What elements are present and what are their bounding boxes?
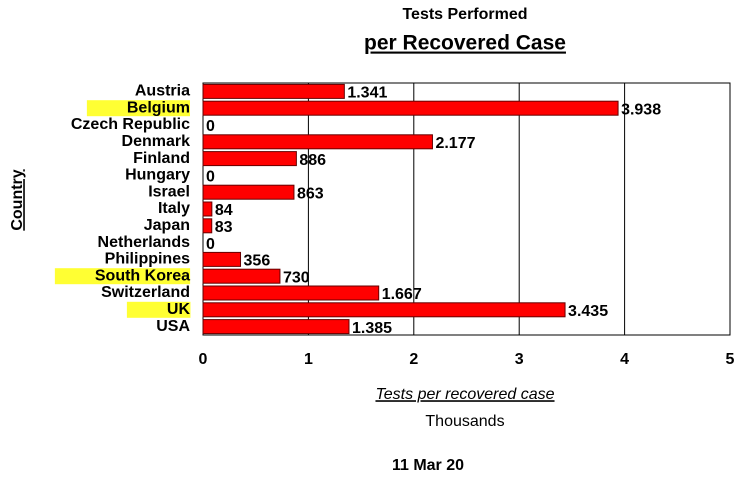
value-label: 0 (206, 169, 215, 186)
bar (202, 302, 566, 318)
y-tick-label: Denmark (122, 133, 191, 150)
y-tick-label: Hungary (125, 167, 190, 184)
y-tick-label: Austria (135, 83, 190, 100)
y-tick-label: Netherlands (98, 234, 191, 251)
value-label: 84 (215, 202, 233, 219)
y-tick-label: Japan (144, 217, 190, 234)
bar (202, 319, 350, 335)
bar (202, 251, 242, 267)
y-tick-label: Philippines (105, 251, 190, 268)
x-tick-label: 3 (515, 351, 524, 368)
chart-title: Tests Performed (402, 6, 527, 23)
value-label: 356 (244, 253, 271, 270)
value-label: 0 (206, 236, 215, 253)
footer-date: 11 Mar 20 (392, 457, 464, 474)
value-label: 3.938 (621, 101, 661, 118)
chart-subtitle: per Recovered Case (364, 32, 566, 55)
bar (202, 268, 281, 284)
bar (202, 151, 297, 167)
value-label: 0 (206, 118, 215, 135)
label-highlight (54, 268, 191, 285)
bar (202, 285, 380, 301)
bar (202, 184, 295, 200)
x-axis-unit: Thousands (425, 413, 504, 430)
y-tick-label: Czech Republic (71, 116, 190, 133)
value-label: 863 (297, 185, 324, 202)
value-label: 730 (283, 269, 310, 286)
y-axis-label: Country (9, 169, 26, 230)
value-label: 3.435 (568, 303, 608, 320)
y-tick-label: Finland (133, 150, 190, 167)
y-tick-label: Belgium (127, 99, 190, 116)
x-tick-label: 0 (199, 351, 208, 368)
bar (202, 201, 213, 217)
x-tick-label: 2 (409, 351, 418, 368)
y-tick-label: Israel (148, 183, 190, 200)
x-tick-label: 1 (304, 351, 313, 368)
y-tick-label: Italy (158, 200, 190, 217)
bar (202, 100, 619, 116)
x-axis-label: Tests per recovered case (375, 386, 554, 403)
value-label: 83 (215, 219, 233, 236)
value-label: 1.341 (347, 85, 387, 102)
bar (202, 218, 213, 234)
y-tick-label: USA (156, 318, 190, 335)
bar (202, 83, 345, 99)
value-label: 1.667 (382, 286, 422, 303)
value-label: 886 (299, 152, 326, 169)
y-tick-label: Switzerland (101, 284, 190, 301)
y-tick-label: South Korea (95, 267, 190, 284)
bar (202, 134, 433, 150)
y-tick-label: UK (167, 301, 191, 318)
x-tick-label: 4 (620, 351, 629, 368)
value-label: 2.177 (435, 135, 475, 152)
value-label: 1.385 (352, 320, 392, 337)
label-highlight (86, 100, 190, 117)
label-highlight (126, 301, 191, 318)
x-tick-label: 5 (726, 351, 735, 368)
